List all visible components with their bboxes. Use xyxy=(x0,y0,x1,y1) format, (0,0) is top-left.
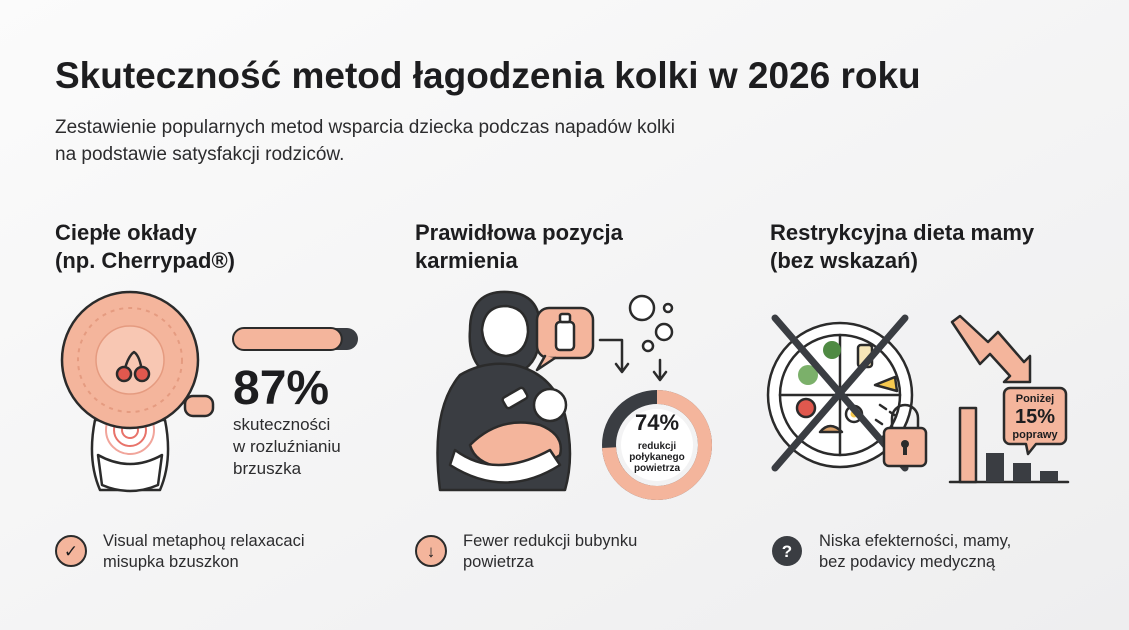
footer-text: Visual metaphoų relaxacaci xyxy=(103,532,304,550)
progress-fill xyxy=(232,327,343,351)
stat-text: skuteczności xyxy=(233,415,330,434)
stat-text: redukcji xyxy=(638,441,677,452)
footer-text: Fewer redukcji bubynku xyxy=(463,532,637,550)
subtitle: na podstawie satysfakcji rodziców. xyxy=(55,144,344,165)
footer-icon-glyph: ↓ xyxy=(427,542,436,561)
feeding-illustration xyxy=(436,290,674,492)
stat-text: powietrza xyxy=(634,463,681,474)
ring-fill xyxy=(602,390,712,500)
footer-icon xyxy=(415,535,447,567)
heading: Prawidłowa pozycja xyxy=(415,220,624,245)
footer-icon xyxy=(772,536,802,566)
heading: (bez wskazań) xyxy=(770,248,918,273)
footer-icon-glyph: ✓ xyxy=(64,542,78,561)
stat-value: 74% xyxy=(635,410,679,435)
callout-text: Poniżej xyxy=(1016,393,1055,405)
stat-text: w rozluźnianiu xyxy=(232,437,341,456)
title: Skuteczność metod łagodzenia kolki w 202… xyxy=(55,55,921,96)
footer-text: Niska efekterności, mamy, xyxy=(819,532,1011,550)
heading: (np. Cherrypad®) xyxy=(55,248,235,273)
heading: Restrykcyjna dieta mamy xyxy=(770,220,1035,245)
footer-text: powietrza xyxy=(463,553,534,571)
diet-illustration xyxy=(766,314,1070,484)
footer-text: bez podavicy medyczną xyxy=(819,553,996,571)
ring-center xyxy=(621,409,693,481)
heading: Ciepłe okłady xyxy=(55,220,198,245)
subtitle: Zestawienie popularnych metod wsparcia d… xyxy=(55,117,675,138)
stat-text: połykanego xyxy=(629,452,685,463)
footer-icon-glyph: ? xyxy=(782,542,792,561)
heading: karmienia xyxy=(415,248,518,273)
stat-value: 87% xyxy=(233,362,329,415)
footer-icon xyxy=(55,535,87,567)
callout-value: 15% xyxy=(1015,406,1055,428)
warm-pad-illustration xyxy=(60,290,215,493)
stat-text: brzuszka xyxy=(233,459,302,478)
callout-text: poprawy xyxy=(1012,429,1058,441)
footer-text: misupka bzuszkon xyxy=(103,553,239,571)
